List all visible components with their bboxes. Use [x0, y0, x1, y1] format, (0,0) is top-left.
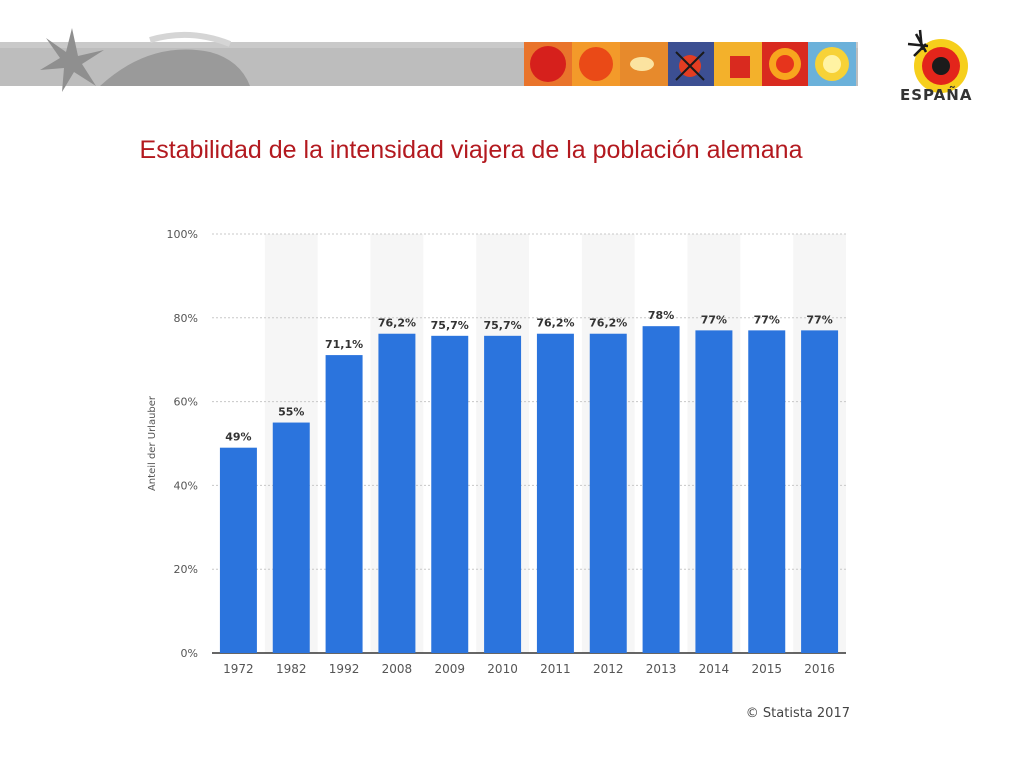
x-tick-label: 2013	[646, 662, 677, 676]
data-label: 77%	[701, 313, 727, 326]
data-label: 78%	[648, 309, 674, 322]
header-banner	[0, 28, 968, 93]
y-tick-label: 40%	[174, 479, 198, 492]
bar	[325, 355, 363, 653]
y-tick-label: 80%	[174, 312, 198, 325]
espana-logo-icon	[907, 29, 968, 93]
data-label: 55%	[278, 406, 304, 419]
brush-shape-icon	[100, 49, 250, 86]
data-label: 75,7%	[431, 319, 469, 332]
bar	[272, 422, 310, 653]
data-label: 77%	[806, 313, 832, 326]
bar	[536, 333, 574, 653]
x-tick-label: 1982	[276, 662, 307, 676]
x-tick-label: 2014	[699, 662, 730, 676]
data-label: 76,2%	[378, 317, 416, 330]
bar	[589, 333, 627, 653]
x-tick-label: 2009	[434, 662, 465, 676]
x-tick-label: 2016	[804, 662, 835, 676]
y-tick-label: 100%	[167, 228, 198, 241]
data-label: 76,2%	[536, 317, 574, 330]
x-tick-label: 2010	[487, 662, 518, 676]
data-label: 71,1%	[325, 338, 363, 351]
bar	[431, 335, 469, 653]
bar	[801, 330, 839, 653]
logo-wordmark: ESPAÑA	[900, 86, 973, 104]
data-label: 76,2%	[589, 317, 627, 330]
bar	[378, 333, 416, 653]
x-tick-label: 2015	[751, 662, 782, 676]
bar	[748, 330, 786, 653]
bar	[219, 447, 257, 653]
y-tick-label: 20%	[174, 563, 198, 576]
x-tick-label: 2011	[540, 662, 571, 676]
bar	[642, 326, 680, 653]
y-tick-label: 60%	[174, 396, 198, 409]
bar	[484, 335, 522, 653]
tile-strip	[524, 42, 856, 86]
y-tick-label: 0%	[181, 647, 198, 660]
bar	[695, 330, 733, 653]
x-tick-label: 2008	[382, 662, 413, 676]
star-motif-icon	[40, 28, 104, 92]
x-tick-label: 1992	[329, 662, 360, 676]
data-label: 49%	[225, 431, 251, 444]
data-label: 77%	[754, 313, 780, 326]
x-tick-label: 1972	[223, 662, 254, 676]
y-axis-label: Anteil der Urlauber	[147, 395, 158, 491]
x-tick-label: 2012	[593, 662, 624, 676]
bar-chart: 0% 20% 40% 60% 80% 100% Anteil der Urlauber 49%…	[147, 228, 846, 676]
data-label: 75,7%	[483, 319, 521, 332]
slide-title: Estabilidad de la intensidad viajera de …	[139, 136, 803, 164]
copyright-notice: © Statista 2017	[745, 706, 850, 721]
